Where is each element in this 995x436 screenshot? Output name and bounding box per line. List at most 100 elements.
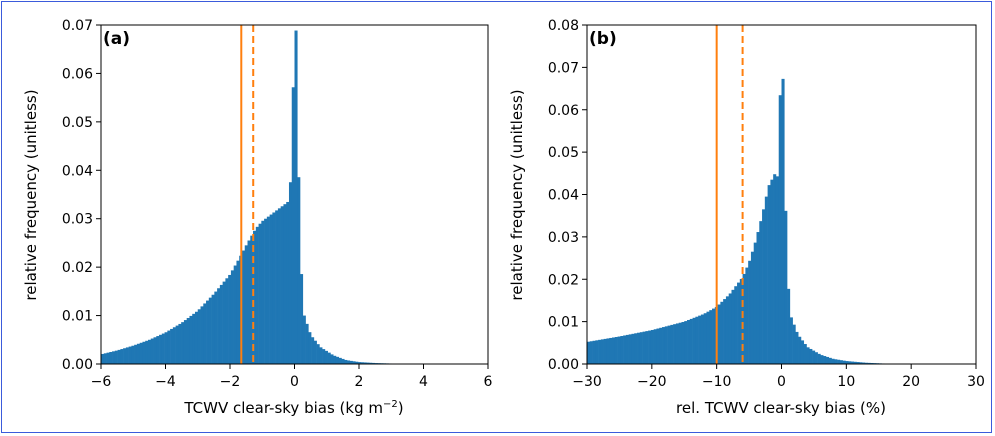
histogram-bar [770, 179, 774, 364]
histogram-bar [814, 352, 818, 364]
histogram-bar [614, 337, 618, 364]
histogram-bar [773, 174, 777, 364]
histogram-bar [244, 245, 248, 364]
x-tick-label: −4 [155, 374, 176, 390]
y-axis-label-b: relative frequency (unitless) [508, 89, 526, 300]
y-tick-label: 0.02 [62, 260, 93, 276]
histogram-bar [316, 344, 320, 364]
histogram-bar [834, 359, 838, 364]
histogram-bar [617, 336, 621, 364]
x-tick-label: 6 [484, 374, 493, 390]
histogram-bar [153, 337, 157, 364]
y-ticks-b: 0.00 0.01 0.02 0.03 0.04 0.05 0.06 0.07 0.08 [548, 18, 587, 373]
x-tick-label: 0 [777, 374, 786, 390]
histogram-bar [703, 313, 707, 364]
y-tick-label: 0.07 [548, 60, 579, 76]
histogram-bar [225, 278, 229, 364]
histogram-bar [692, 317, 696, 364]
histogram-bar [812, 350, 816, 364]
reference-lines-a [240, 25, 255, 364]
histogram-bar [709, 310, 713, 364]
histogram-bar [125, 347, 129, 364]
histogram-bar [764, 196, 768, 364]
histogram-bars-a [101, 30, 488, 364]
histogram-bar [612, 337, 616, 364]
histogram-bar [731, 289, 735, 364]
histogram-bar [687, 319, 691, 364]
histogram-bar [261, 220, 265, 364]
histogram-bar [366, 362, 370, 364]
histogram-bar [667, 325, 671, 364]
histogram-bar [664, 326, 668, 364]
x-tick-label: 0 [290, 374, 299, 390]
histogram-bar [112, 351, 116, 364]
histogram-bar [109, 351, 113, 364]
histogram-bar [717, 304, 721, 364]
histogram-bar [625, 334, 629, 364]
panel-label-a: (a) [103, 29, 130, 49]
histogram-bar [294, 30, 298, 364]
histogram-bar [120, 349, 124, 364]
histogram-bar [645, 331, 649, 364]
histogram-bar [864, 362, 868, 364]
histogram-bar [784, 210, 788, 364]
histogram-bar [228, 274, 232, 364]
panel-b: 0.00 0.01 0.02 0.03 0.04 0.05 0.06 0.07 0.08 −30… [508, 18, 985, 417]
histogram-bar [831, 358, 835, 364]
histogram-bar [759, 221, 763, 364]
histogram-bar [684, 321, 688, 364]
histogram-bar [222, 281, 226, 364]
histogram-bar [327, 352, 331, 364]
histogram-bar [673, 324, 677, 364]
histogram-bar [789, 317, 793, 364]
histogram-bar [101, 353, 105, 364]
histogram-bar [322, 349, 326, 364]
histogram-bar [360, 362, 364, 364]
histogram-bar [230, 270, 234, 364]
x-tick-label: −2 [220, 374, 241, 390]
histogram-bar [150, 338, 154, 364]
histogram-bar [156, 336, 160, 364]
y-tick-label: 0.01 [548, 315, 579, 331]
histogram-bar [341, 358, 345, 364]
histogram-bar [681, 321, 685, 364]
y-tick-label: 0.03 [548, 230, 579, 246]
histogram-bar [828, 357, 832, 364]
histogram-bar [609, 337, 613, 364]
histogram-bar [587, 341, 591, 364]
histogram-bar [778, 95, 782, 364]
histogram-bar [203, 303, 207, 364]
histogram-bar [589, 341, 593, 364]
y-tick-label: 0.06 [62, 66, 93, 82]
histogram-bar [720, 301, 724, 364]
histogram-bar [748, 260, 752, 364]
histogram-bar [606, 338, 610, 364]
histogram-bar [781, 78, 785, 364]
histogram-bar [600, 339, 604, 364]
histogram-bar [363, 362, 367, 364]
histogram-bar [344, 359, 348, 364]
histogram-bar [347, 360, 351, 364]
histogram-bar [330, 354, 334, 364]
histogram-bar [800, 340, 805, 364]
histogram-bar [650, 329, 654, 364]
histogram-bar [809, 348, 813, 364]
histogram-bar [706, 311, 710, 364]
histogram-bar [762, 209, 766, 364]
histogram-bar [167, 330, 171, 364]
histogram-bar [233, 265, 237, 364]
histogram-bar [798, 336, 802, 364]
histogram-bar [161, 333, 165, 364]
histogram-bar [369, 362, 373, 364]
histogram-bar [324, 350, 328, 364]
histogram-bar [349, 360, 353, 364]
y-tick-label: 0.08 [548, 18, 579, 34]
histogram-bar [745, 267, 749, 364]
histogram-bar [297, 177, 301, 364]
histogram-bar [208, 297, 212, 364]
x-tick-label: −6 [91, 374, 112, 390]
histogram-bar [848, 361, 852, 364]
histogram-bar [689, 318, 693, 364]
histogram-bar [620, 336, 624, 364]
